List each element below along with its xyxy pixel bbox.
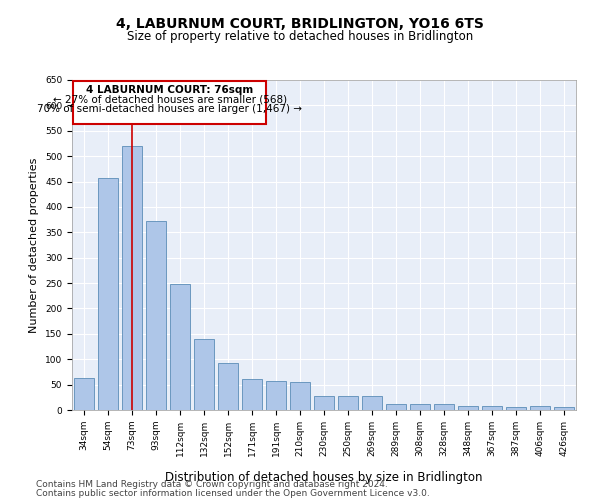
Bar	[122, 146, 142, 410]
Y-axis label: Number of detached properties: Number of detached properties	[29, 158, 40, 332]
Bar	[170, 284, 190, 410]
Bar	[482, 406, 502, 410]
Bar	[266, 380, 286, 410]
Text: Contains HM Land Registry data © Crown copyright and database right 2024.: Contains HM Land Registry data © Crown c…	[36, 480, 388, 489]
Bar	[194, 339, 214, 410]
Bar	[74, 378, 94, 410]
Text: Contains public sector information licensed under the Open Government Licence v3: Contains public sector information licen…	[36, 488, 430, 498]
Text: 70% of semi-detached houses are larger (1,467) →: 70% of semi-detached houses are larger (…	[37, 104, 302, 115]
Bar	[458, 406, 478, 410]
Text: 4, LABURNUM COURT, BRIDLINGTON, YO16 6TS: 4, LABURNUM COURT, BRIDLINGTON, YO16 6TS	[116, 18, 484, 32]
Text: Distribution of detached houses by size in Bridlington: Distribution of detached houses by size …	[165, 471, 483, 484]
Bar	[242, 378, 262, 410]
Bar	[554, 408, 574, 410]
Bar	[98, 178, 118, 410]
Text: 4 LABURNUM COURT: 76sqm: 4 LABURNUM COURT: 76sqm	[86, 85, 253, 95]
Bar	[314, 396, 334, 410]
Bar	[73, 81, 266, 124]
Bar	[146, 221, 166, 410]
Bar	[362, 396, 382, 410]
Bar	[410, 404, 430, 410]
Text: ← 27% of detached houses are smaller (568): ← 27% of detached houses are smaller (56…	[53, 95, 287, 105]
Bar	[530, 406, 550, 410]
Bar	[338, 396, 358, 410]
Bar	[218, 363, 238, 410]
Text: Size of property relative to detached houses in Bridlington: Size of property relative to detached ho…	[127, 30, 473, 43]
Bar	[290, 382, 310, 410]
Bar	[506, 408, 526, 410]
Bar	[434, 404, 454, 410]
Bar	[386, 404, 406, 410]
